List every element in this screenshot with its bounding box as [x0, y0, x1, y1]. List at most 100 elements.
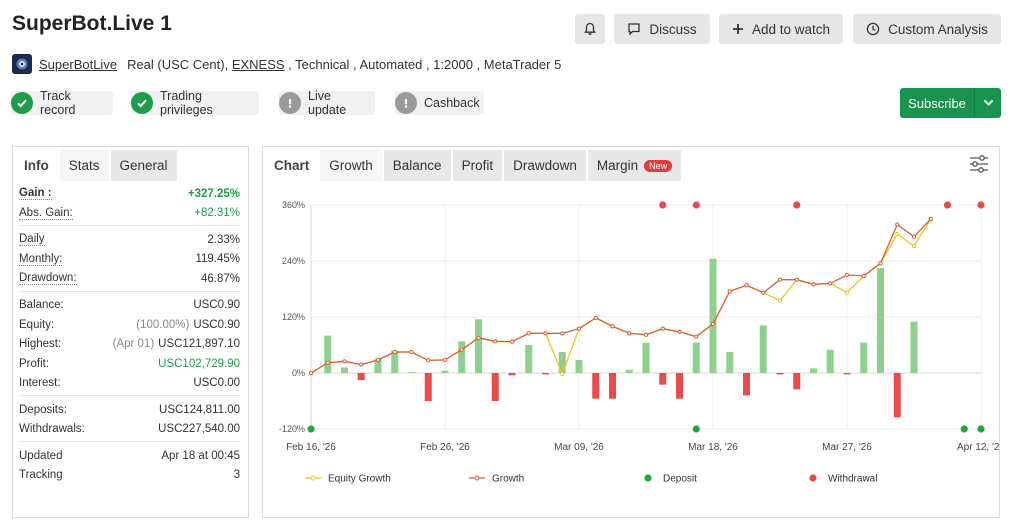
legend-label: Growth: [492, 474, 524, 485]
profit-bar: [525, 345, 533, 373]
growth-point: [359, 362, 364, 367]
profit-bar: [542, 373, 549, 375]
growth-point: [710, 321, 716, 327]
page-title: SuperBot.Live 1: [12, 12, 172, 35]
withdrawal-marker: [659, 201, 667, 209]
author-link[interactable]: SuperBotLive: [39, 56, 118, 72]
tab-general[interactable]: General: [110, 150, 177, 181]
tab-balance[interactable]: Balance: [383, 150, 451, 181]
growth-point: [308, 370, 314, 376]
discuss-button[interactable]: Discuss: [614, 14, 710, 44]
chart-settings-button[interactable]: [969, 155, 989, 178]
stats-group: Gain : +327.25% Abs. Gain: +82.31%: [19, 183, 240, 226]
subscribe-button[interactable]: Subscribe: [900, 88, 1001, 118]
y-tick-label: 360%: [282, 200, 305, 210]
profit-bar: [659, 373, 667, 385]
badge-track-record[interactable]: Track record: [11, 89, 113, 117]
profit-bar: [575, 359, 583, 373]
profit-bar: [508, 373, 516, 376]
stat-label: Equity:: [19, 318, 55, 331]
badge-trading-privileges[interactable]: Trading privileges: [131, 89, 259, 117]
stat-label[interactable]: Monthly:: [19, 252, 63, 266]
growth-point: [844, 272, 850, 278]
stat-value: USC227,540.00: [158, 423, 240, 436]
stat-label[interactable]: Daily: [19, 233, 45, 247]
y-tick-label: 240%: [282, 256, 305, 266]
legend-line-marker: [310, 475, 316, 481]
custom-analysis-label: Custom Analysis: [888, 21, 988, 37]
deposit-marker: [307, 425, 315, 433]
tab-profit[interactable]: Profit: [452, 150, 503, 181]
y-tick-label: -120%: [279, 424, 305, 434]
stat-label[interactable]: Abs. Gain:: [19, 206, 73, 220]
profit-bar: [558, 352, 566, 373]
growth-point: [560, 331, 565, 336]
growth-point: [375, 357, 381, 363]
stat-row: Drawdown: 46.87%: [19, 269, 240, 289]
stat-row: Updated Apr 18 at 00:45: [19, 446, 240, 466]
check-icon: [131, 92, 153, 114]
x-tick-label: Feb 26, '26: [420, 442, 470, 453]
profit-bar: [877, 268, 884, 373]
profit-bar: [826, 349, 834, 373]
subscribe-dropdown[interactable]: [975, 99, 1001, 107]
profit-bar: [475, 319, 482, 373]
stat-label: Withdrawals:: [19, 423, 85, 436]
growth-point: [911, 234, 917, 239]
badge-live-update[interactable]: Live update: [279, 89, 375, 117]
legend-dot-swatch: [809, 474, 817, 482]
stat-row: Interest: USC0.00: [19, 374, 240, 394]
growth-point: [744, 283, 749, 288]
growth-point: [493, 339, 498, 344]
notification-button[interactable]: [575, 14, 605, 44]
stat-row: Deposits: USC124,811.00: [19, 400, 240, 420]
stat-label: Profit:: [19, 357, 50, 370]
stat-label[interactable]: Drawdown:: [19, 272, 77, 286]
tab-stats[interactable]: Stats: [59, 150, 109, 181]
stat-label[interactable]: Gain :: [19, 187, 52, 201]
profit-bar: [843, 373, 851, 375]
growth-point: [627, 331, 632, 336]
stat-value: USC124,811.00: [159, 403, 240, 416]
growth-point: [509, 339, 515, 344]
equity-growth-point: [844, 290, 850, 295]
growth-point: [761, 290, 766, 295]
badge-cashback[interactable]: Cashback: [395, 91, 484, 115]
exclamation-icon: [279, 92, 301, 114]
profit-bar: [341, 367, 348, 373]
custom-analysis-button[interactable]: Custom Analysis: [853, 14, 1001, 44]
x-tick-label: Mar 09, '26: [554, 442, 604, 453]
profit-bar: [625, 369, 633, 373]
growth-point: [342, 359, 347, 364]
add-to-watch-button[interactable]: Add to watch: [719, 14, 843, 44]
tab-margin[interactable]: Margin New: [587, 150, 682, 181]
growth-point: [794, 277, 799, 282]
y-tick-label: 0%: [292, 368, 305, 378]
growth-point: [643, 332, 649, 337]
withdrawal-marker: [793, 201, 801, 209]
profit-bar: [491, 373, 499, 401]
profit-bar: [609, 373, 616, 399]
tab-growth[interactable]: Growth: [320, 150, 382, 181]
profit-bar: [592, 373, 600, 399]
growth-point: [878, 261, 883, 266]
clock-icon: [866, 22, 880, 36]
equity-growth-point: [560, 371, 565, 377]
profit-bar: [793, 373, 801, 390]
profit-bar: [676, 373, 683, 399]
chart-tabs: Chart Growth Balance Profit Drawdown Mar…: [263, 147, 999, 181]
stat-row: Daily 2.33%: [19, 230, 240, 250]
tab-drawdown[interactable]: Drawdown: [504, 150, 586, 181]
equity-growth-line: [310, 218, 932, 376]
growth-point: [660, 326, 665, 331]
stat-value: USC102,729.90: [158, 357, 240, 370]
stat-row: Highest: (Apr 01) USC121,897.10: [19, 335, 240, 355]
profit-bar: [776, 373, 784, 375]
tab-info[interactable]: Info: [24, 158, 49, 173]
account-type: Real (USC Cent),: [127, 56, 232, 72]
broker-link[interactable]: EXNESS: [231, 56, 285, 72]
profit-bar: [424, 373, 432, 401]
stat-row: Profit: USC102,729.90: [19, 354, 240, 374]
profit-bar: [910, 321, 918, 373]
deposit-marker: [960, 425, 968, 433]
